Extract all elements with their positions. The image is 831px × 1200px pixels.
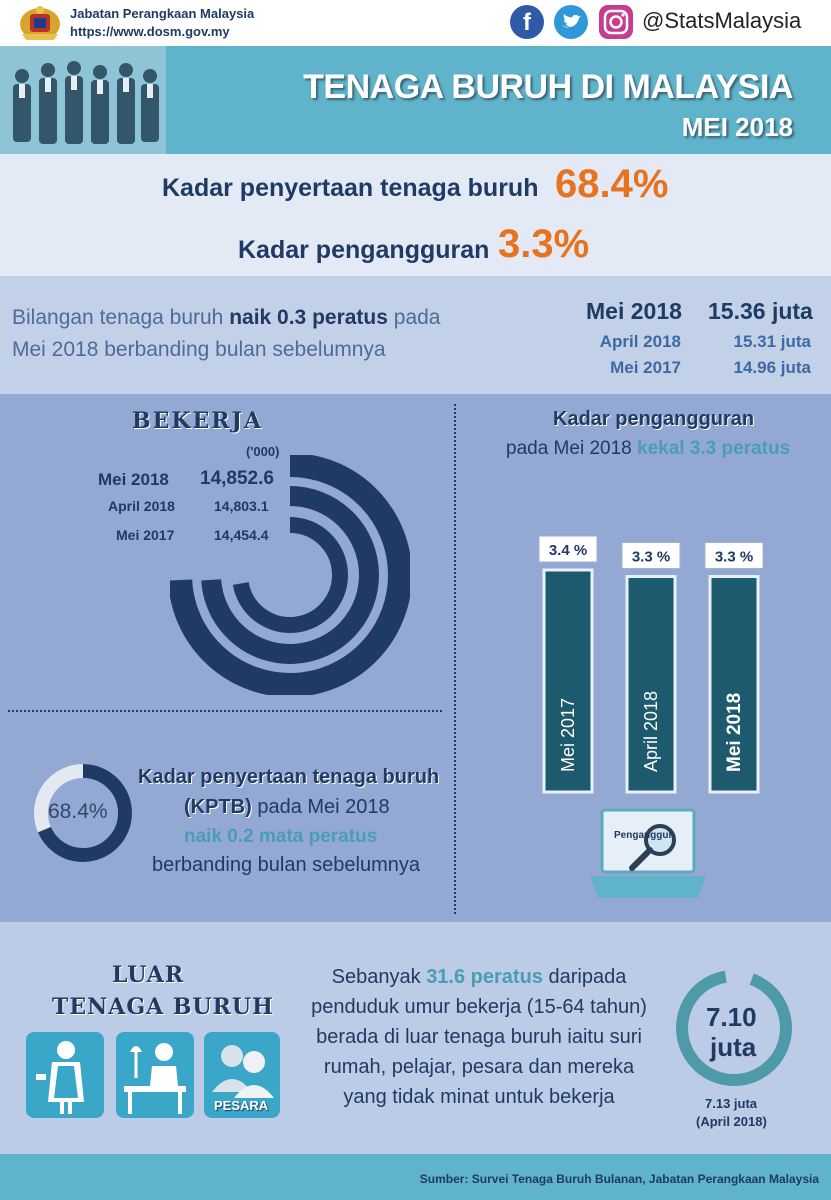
lf-period-0: Mei 2018 [586, 298, 682, 324]
lf-value-0: 15.36 juta [708, 298, 813, 324]
outside-ring [676, 970, 792, 1086]
lf-period-1: April 2018 [599, 332, 681, 351]
unemployment-subtitle: pada Mei 2018 kekal 3.3 peratus [506, 438, 791, 459]
employed-value-0: 14,852.6 [200, 468, 274, 489]
unemployment-title: Kadar pengangguran [553, 408, 755, 430]
bar-value-box [704, 542, 764, 570]
instagram-icon[interactable] [598, 5, 634, 39]
kptb-donut-label: 68.4% [48, 800, 108, 823]
kptb-line2: (KPTB) pada Mei 2018 [184, 796, 390, 818]
page-title: TENAGA BURUH DI MALAYSIA [303, 68, 793, 106]
top-bar [0, 0, 831, 46]
employed-title: BEKERJA [132, 408, 264, 434]
outside-title-line1: LUAR [112, 962, 185, 988]
labour-force-text-line2: Mei 2018 berbanding bulan sebelumnya [12, 338, 386, 361]
employed-period-1: April 2018 [108, 498, 175, 514]
housewife-icon [26, 1032, 104, 1118]
bar-category-label: April 2018 [641, 691, 661, 772]
employed-unit: ('000) [246, 444, 280, 459]
footer-band [0, 1154, 831, 1200]
outside-ring-unit: juta [710, 1032, 757, 1062]
kptb-change: naik 0.2 mata peratus [184, 826, 378, 847]
lf-value-1: 15.31 juta [733, 332, 812, 351]
bar-value-label: 3.4 % [549, 542, 587, 559]
lf-value-2: 14.96 juta [733, 358, 812, 377]
employed-arc [201, 486, 379, 664]
social-handle[interactable]: @StatsMalaysia [642, 8, 802, 33]
kptb-donut-arc [34, 764, 132, 862]
bar-value-box [538, 535, 598, 563]
bar-value-label: 3.3 % [715, 549, 753, 566]
laptop-label: Penganggur [614, 830, 673, 841]
outside-description: Sebanyak 31.6 peratus daripada penduduk … [311, 966, 647, 1108]
coat-of-arms-logo [20, 6, 60, 40]
facebook-icon[interactable]: f [510, 5, 544, 39]
bar-category-label: Mei 2018 [724, 693, 745, 772]
student-icon [116, 1032, 194, 1118]
horizontal-divider [8, 710, 442, 712]
org-name: Jabatan Perangkaan Malaysia [70, 6, 255, 21]
retiree-icon [204, 1032, 280, 1118]
unemployment-label: Kadar pengangguran [238, 236, 490, 264]
unemployment-bar [625, 575, 677, 794]
outside-prev-period: (April 2018) [696, 1114, 767, 1129]
outside-ring-value: 7.10 [706, 1002, 757, 1032]
org-url[interactable]: https://www.dosm.gov.my [70, 24, 230, 39]
unemployment-bar-chart: 3.4 % Mei 2017 3.3 % April 2018 3.3 % Mei 201… [538, 535, 764, 794]
employed-radial-chart [170, 455, 410, 695]
labour-force-text-line1: Bilangan tenaga buruh naik 0.3 peratus p… [12, 306, 441, 329]
twitter-icon[interactable] [553, 5, 589, 39]
employed-value-1: 14,803.1 [214, 498, 269, 514]
outside-title-line2: TENAGA BURUH [52, 994, 274, 1020]
employed-arc [170, 455, 410, 695]
source-note: Sumber: Survei Tenaga Buruh Bulanan, Jab… [419, 1172, 819, 1186]
lfpr-label: Kadar penyertaan tenaga buruh [162, 174, 539, 202]
kptb-donut-chart [34, 764, 132, 862]
bar-category-label: Mei 2017 [558, 698, 578, 772]
bar-value-box [621, 542, 681, 570]
page-period: MEI 2018 [681, 112, 793, 142]
employed-arc [232, 517, 348, 633]
employed-value-2: 14,454.4 [214, 527, 269, 543]
kptb-comparison: berbanding bulan sebelumnya [152, 854, 420, 876]
unemployment-value: 3.3% [498, 222, 590, 266]
retiree-label: PESARA [214, 1098, 269, 1113]
headline-band [0, 154, 831, 276]
lfpr-value: 68.4% [555, 162, 669, 206]
employed-period-0: Mei 2018 [98, 470, 169, 489]
unemployment-bar [542, 568, 594, 794]
kptb-title: Kadar penyertaan tenaga buruh [138, 766, 440, 788]
employed-period-2: Mei 2017 [116, 527, 175, 543]
outside-prev-value: 7.13 juta [705, 1096, 758, 1111]
labour-force-band [0, 276, 831, 394]
lf-period-2: Mei 2017 [610, 358, 681, 377]
unemployment-bar [708, 575, 760, 794]
laptop-magnifier-icon [590, 808, 706, 898]
bar-value-label: 3.3 % [632, 549, 670, 566]
workers-photo [0, 46, 166, 154]
vertical-divider [454, 404, 456, 914]
